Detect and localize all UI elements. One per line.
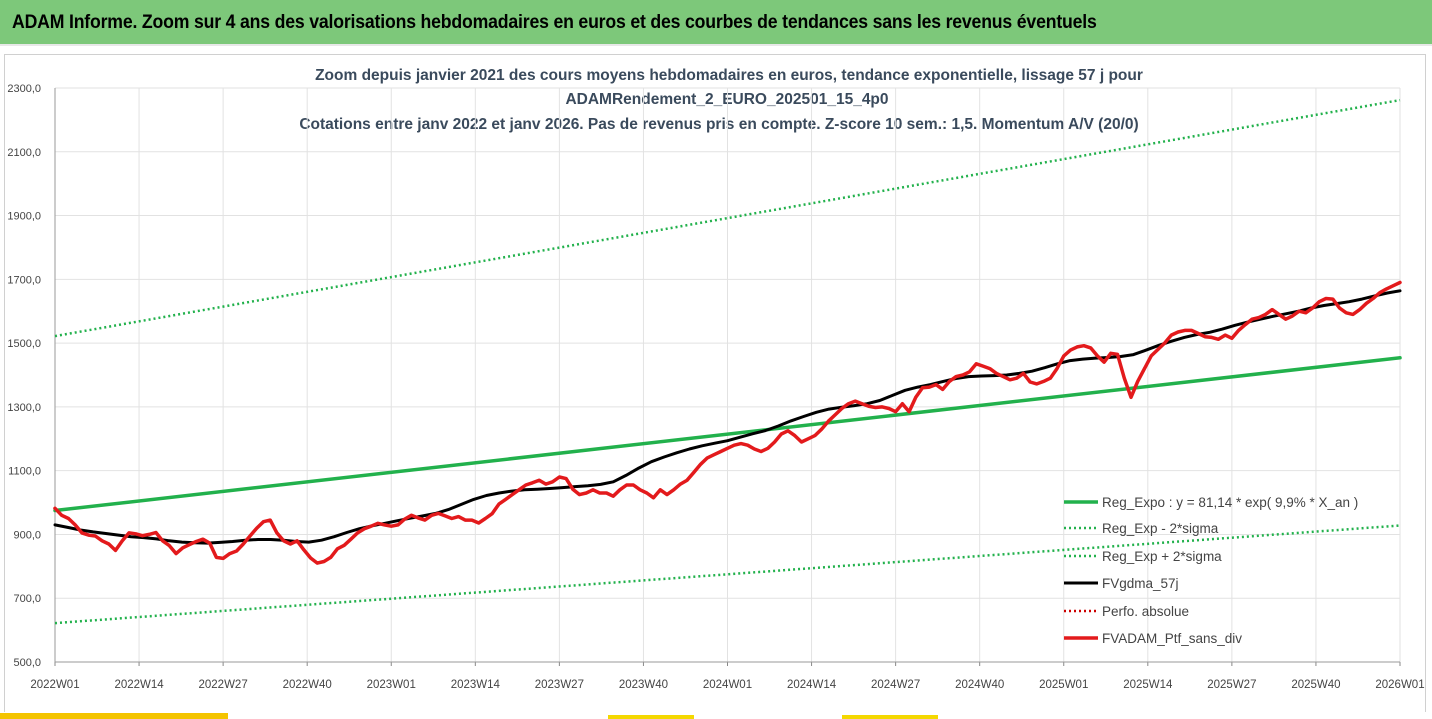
y-tick-label: 1500,0 — [7, 338, 41, 350]
series-fvgdma-57j — [53, 289, 1402, 545]
bottom-tab-marker — [0, 713, 228, 719]
x-tick-label: 2023W14 — [451, 679, 501, 691]
x-tick-label: 2025W40 — [1291, 679, 1340, 691]
y-tick-label: 1300,0 — [7, 402, 41, 414]
x-tick-label: 2024W14 — [787, 679, 837, 691]
legend-label-reg-minus: Reg_Exp - 2*sigma — [1102, 521, 1219, 536]
chart-title-line-3: Cotations entre janv 2022 et janv 2026. … — [299, 116, 1138, 133]
x-tick-label: 2024W01 — [703, 679, 752, 691]
legend: Reg_Expo : y = 81,14 * exp( 9,9% * X_an … — [1064, 495, 1358, 646]
series-reg-expo — [53, 356, 1402, 513]
chart-frame — [4, 54, 1426, 714]
x-tick-label: 2024W27 — [871, 679, 920, 691]
grid — [54, 87, 1401, 663]
x-tick-label: 2025W27 — [1207, 679, 1256, 691]
x-tick-label: 2022W40 — [283, 679, 332, 691]
y-tick-label: 700,0 — [13, 593, 41, 605]
x-tick-label: 2024W40 — [955, 679, 1004, 691]
x-tick-label: 2025W01 — [1039, 679, 1088, 691]
y-tick-label: 2100,0 — [7, 147, 41, 159]
x-tick-label: 2022W14 — [114, 679, 164, 691]
x-tick-label: 2022W27 — [199, 679, 248, 691]
chart-title-line-1: Zoom depuis janvier 2021 des cours moyen… — [315, 67, 1143, 84]
header-banner: ADAM Informe. Zoom sur 4 ans des valoris… — [0, 0, 1432, 46]
chart-title: Zoom depuis janvier 2021 des cours moyen… — [299, 67, 1143, 133]
bottom-tab-marker — [608, 715, 694, 719]
legend-label-reg-expo: Reg_Expo : y = 81,14 * exp( 9,9% * X_an … — [1102, 495, 1358, 510]
page-title: ADAM Informe. Zoom sur 4 ans des valoris… — [12, 12, 1097, 33]
x-tick-label: 2023W01 — [367, 679, 416, 691]
bottom-strip — [0, 712, 1432, 719]
legend-label-gdma: FVgdma_57j — [1102, 576, 1179, 591]
legend-label-perfo: Perfo. absolue — [1102, 604, 1189, 619]
y-tick-label: 1100,0 — [8, 466, 41, 478]
y-tick-label: 500,0 — [13, 657, 41, 669]
x-tick-label: 2022W01 — [30, 679, 79, 691]
x-tick-label: 2023W27 — [535, 679, 584, 691]
y-tick-label: 1700,0 — [7, 274, 41, 286]
legend-label-reg-plus: Reg_Exp + 2*sigma — [1102, 549, 1222, 564]
bottom-tab-marker — [842, 715, 938, 719]
x-tick-label: 2025W14 — [1123, 679, 1173, 691]
x-tick-label: 2023W40 — [619, 679, 668, 691]
series-group — [53, 98, 1402, 625]
legend-label-ptf: FVADAM_Ptf_sans_div — [1102, 631, 1242, 646]
series-fvadam-ptf — [53, 280, 1402, 565]
x-tick-label: 2026W01 — [1375, 679, 1424, 691]
axes: 500,0 700,0 900,0 1100,0 1300,0 1500,0 1700,0 1… — [7, 83, 1424, 691]
y-tick-label: 900,0 — [13, 529, 41, 541]
y-tick-label: 2300,0 — [7, 83, 41, 95]
y-tick-label: 1900,0 — [7, 211, 41, 223]
